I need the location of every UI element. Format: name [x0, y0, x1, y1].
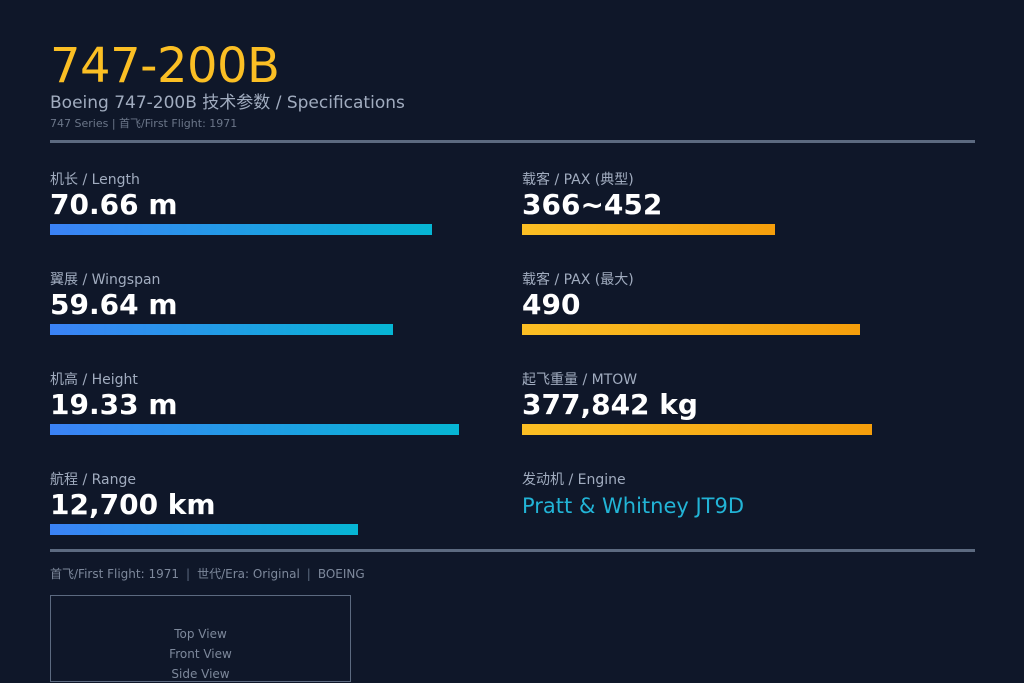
spec-label: 翼展 / Wingspan [50, 272, 161, 288]
spec-value: 19.33 m [50, 388, 178, 421]
spec-wingspan: 翼展 / Wingspan 59.64 m [50, 271, 510, 335]
engine-value: Pratt & Whitney JT9D [522, 494, 745, 518]
spec-label: 机高 / Height [50, 372, 138, 388]
spec-bar [522, 424, 872, 435]
footer-maker: BOEING [317, 567, 365, 581]
spec-value: 12,700 km [50, 488, 216, 521]
spec-pax-max: 载客 / PAX (最大) 490 [522, 271, 982, 335]
views-panel: Top View Front View Side View [50, 595, 351, 682]
spec-length: 机长 / Length 70.66 m [50, 171, 510, 235]
spec-bar [522, 224, 775, 235]
front-view-label: Front View [169, 647, 232, 661]
spec-label: 发动机 / Engine [522, 472, 626, 488]
spec-label: 机长 / Length [50, 172, 140, 188]
spec-bar [50, 524, 358, 535]
footer-first-flight: 首飞/First Flight: 1971 [50, 567, 180, 581]
spec-label: 航程 / Range [50, 472, 136, 488]
spec-pax-typical: 载客 / PAX (典型) 366~452 [522, 171, 982, 235]
spec-bar [50, 324, 393, 335]
spec-engine: 发动机 / Engine Pratt & Whitney JT9D [522, 471, 982, 521]
spec-value: 366~452 [522, 188, 663, 221]
spec-value: 59.64 m [50, 288, 178, 321]
page-subtitle: Boeing 747-200B 技术参数 / Specifications [50, 93, 405, 113]
spec-label: 起飞重量 / MTOW [522, 372, 638, 388]
bottom-divider [50, 549, 975, 552]
page-title: 747-200B [50, 38, 280, 94]
spec-bar [50, 224, 432, 235]
footer-era: 世代/Era: Original [197, 567, 300, 581]
footer-meta: 首飞/First Flight: 1971 | 世代/Era: Original | B… [50, 566, 365, 582]
series-line: 747 Series | 首飞/First Flight: 1971 [50, 117, 238, 130]
spec-bar [522, 324, 860, 335]
footer-separator: | [306, 567, 311, 581]
footer-separator: | [186, 567, 191, 581]
spec-label: 载客 / PAX (典型) [522, 172, 634, 188]
spec-range: 航程 / Range 12,700 km [50, 471, 510, 535]
top-view-label: Top View [174, 627, 227, 641]
top-divider [50, 140, 975, 143]
side-view-label: Side View [171, 667, 230, 681]
spec-value: 490 [522, 288, 581, 321]
spec-label: 载客 / PAX (最大) [522, 272, 634, 288]
spec-value: 70.66 m [50, 188, 178, 221]
spec-bar [50, 424, 459, 435]
spec-mtow: 起飞重量 / MTOW 377,842 kg [522, 371, 982, 435]
spec-height: 机高 / Height 19.33 m [50, 371, 510, 435]
spec-value: 377,842 kg [522, 388, 698, 421]
